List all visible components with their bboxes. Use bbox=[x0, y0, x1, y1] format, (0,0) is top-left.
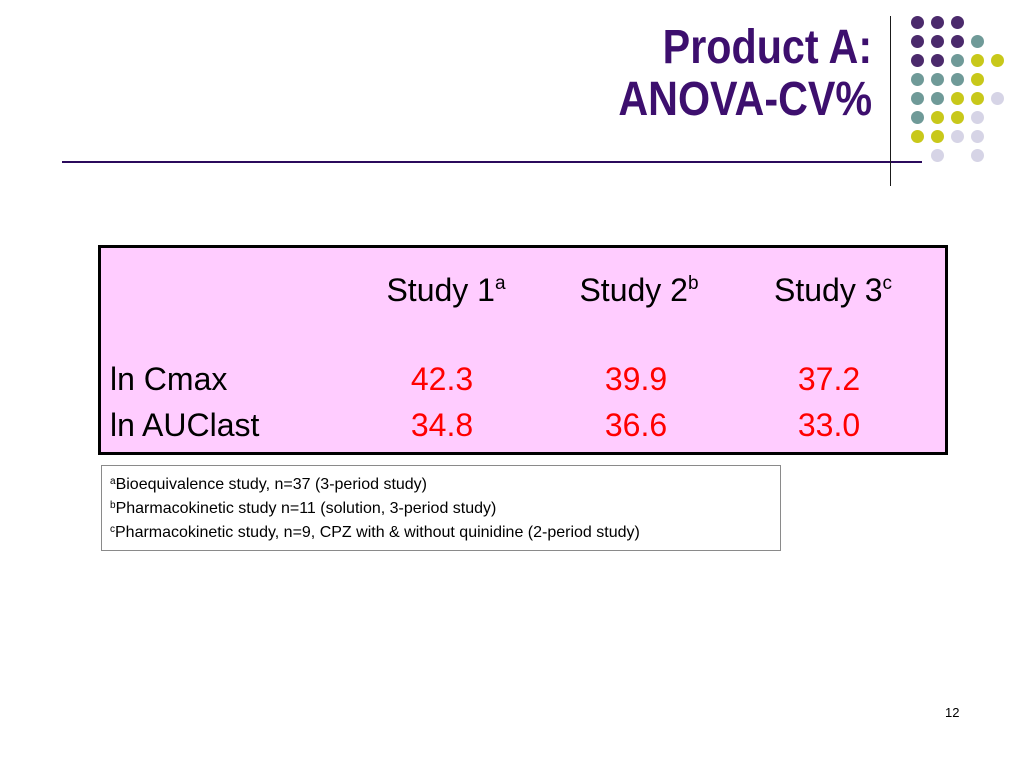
dot-teal bbox=[971, 35, 984, 48]
dot-yellow bbox=[971, 54, 984, 67]
dot-teal bbox=[931, 73, 944, 86]
footnote-marker: b bbox=[687, 273, 699, 294]
title-divider bbox=[62, 161, 922, 163]
dot-purple bbox=[911, 16, 924, 29]
dot-yellow bbox=[971, 73, 984, 86]
title-line-2: ANOVA-CV% bbox=[618, 73, 872, 126]
footnote-c: cPharmacokinetic study, n=9, CPZ with & … bbox=[110, 524, 640, 542]
footnote-marker: b bbox=[110, 500, 116, 511]
footnote-a: aBioequivalence study, n=37 (3-period st… bbox=[110, 476, 427, 494]
footnote-text: Pharmacokinetic study n=11 (solution, 3-… bbox=[115, 500, 497, 517]
dot-teal bbox=[951, 73, 964, 86]
anova-cv-table: Study 1a Study 2b Study 3c ln Cmax 42.3 … bbox=[98, 245, 948, 455]
column-header-study-1: Study 1a bbox=[356, 267, 536, 307]
row-label-ln-cmax: ln Cmax bbox=[110, 361, 228, 397]
dot-yellow bbox=[931, 130, 944, 143]
dot-purple bbox=[931, 35, 944, 48]
dot-lavender bbox=[971, 111, 984, 124]
dot-purple bbox=[931, 16, 944, 29]
dot-teal bbox=[911, 92, 924, 105]
value-cell: 37.2 bbox=[797, 361, 861, 397]
dot-purple bbox=[911, 54, 924, 67]
dot-purple bbox=[911, 35, 924, 48]
dot-purple bbox=[951, 35, 964, 48]
column-header-label: Study 2 bbox=[579, 272, 688, 308]
footnote-text: Pharmacokinetic study, n=9, CPZ with & w… bbox=[115, 524, 640, 541]
value-cell: 42.3 bbox=[410, 361, 474, 397]
column-header-study-3: Study 3c bbox=[743, 267, 923, 307]
dot-yellow bbox=[931, 111, 944, 124]
dot-lavender bbox=[951, 130, 964, 143]
dot-yellow bbox=[951, 92, 964, 105]
value-cell: 36.6 bbox=[604, 407, 668, 443]
footnote-marker: a bbox=[110, 476, 116, 487]
footnote-text: Bioequivalence study, n=37 (3-period stu… bbox=[115, 476, 428, 493]
dot-yellow bbox=[991, 54, 1004, 67]
footnote-marker: c bbox=[882, 273, 893, 294]
dot-teal bbox=[931, 92, 944, 105]
footnote-b: bPharmacokinetic study n=11 (solution, 3… bbox=[110, 500, 496, 518]
dot-lavender bbox=[971, 130, 984, 143]
value-cell: 34.8 bbox=[410, 407, 474, 443]
column-header-label: Study 3 bbox=[773, 272, 883, 308]
column-header-label: Study 1 bbox=[386, 272, 495, 308]
slide-title: Product A: ANOVA-CV% bbox=[618, 22, 872, 126]
dot-teal bbox=[911, 111, 924, 124]
dot-purple bbox=[951, 16, 964, 29]
footnote-marker: a bbox=[494, 273, 506, 294]
dot-teal bbox=[911, 73, 924, 86]
title-line-1: Product A: bbox=[662, 21, 872, 74]
dot-teal bbox=[951, 54, 964, 67]
dot-lavender bbox=[931, 149, 944, 162]
footnotes-box: aBioequivalence study, n=37 (3-period st… bbox=[101, 465, 781, 551]
dot-purple bbox=[931, 54, 944, 67]
dot-yellow bbox=[971, 92, 984, 105]
dot-lavender bbox=[971, 149, 984, 162]
value-cell: 33.0 bbox=[797, 407, 861, 443]
page-number: 12 bbox=[945, 705, 960, 720]
column-header-study-2: Study 2b bbox=[549, 267, 729, 307]
dot-yellow bbox=[911, 130, 924, 143]
vertical-divider bbox=[890, 16, 891, 186]
dot-yellow bbox=[951, 111, 964, 124]
value-cell: 39.9 bbox=[604, 361, 668, 397]
row-label-ln-auclast: ln AUClast bbox=[110, 407, 260, 443]
dot-lavender bbox=[991, 92, 1004, 105]
footnote-marker: c bbox=[110, 524, 115, 535]
